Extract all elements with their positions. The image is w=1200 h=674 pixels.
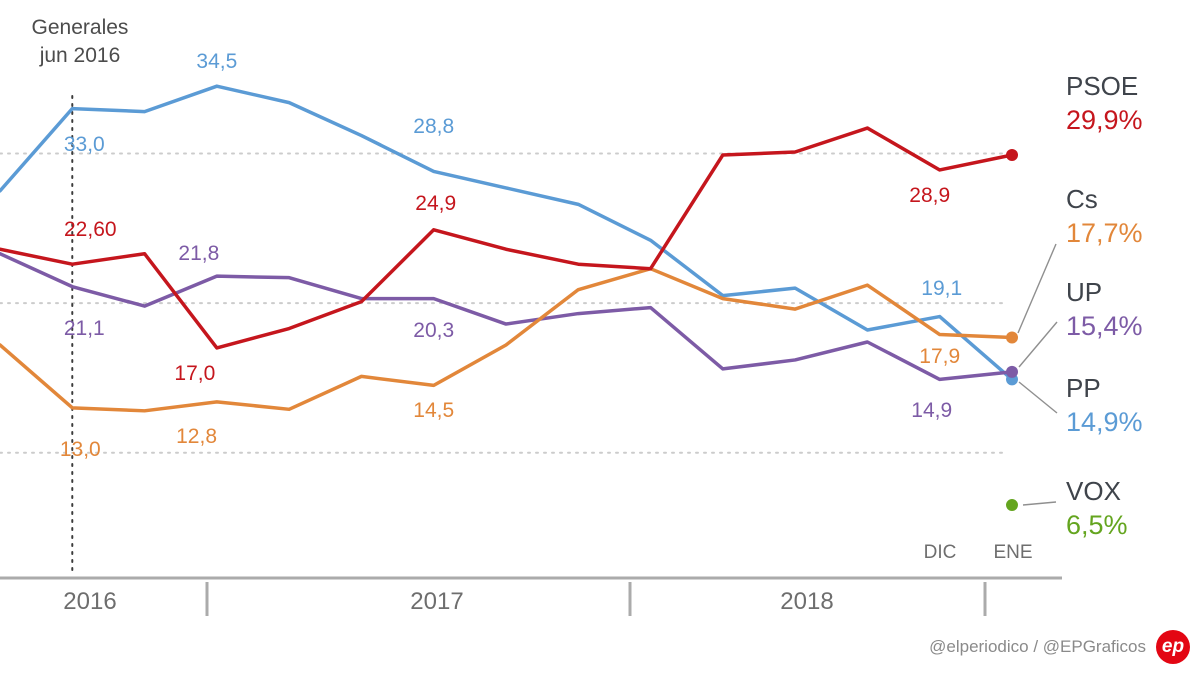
legend-item-vox: VOX 6,5% <box>1066 475 1128 542</box>
legend-party-name: VOX <box>1066 476 1121 506</box>
ep-logo-text: ep <box>1161 636 1185 657</box>
annotation-line2: jun 2016 <box>39 44 121 67</box>
annotation-line1: Generales <box>31 16 129 39</box>
legend-item-up: UP 15,4% <box>1066 276 1143 343</box>
series-end-dot-Cs <box>1005 331 1018 344</box>
legend-party-value: 17,7% <box>1066 218 1143 248</box>
series-line-PP <box>0 84 1014 382</box>
credit-text: @elperiodico / @EPGraficos <box>929 637 1146 656</box>
series-end-dot-VOX <box>1005 499 1018 512</box>
legend-item-psoe: PSOE 29,9% <box>1066 70 1143 137</box>
series-end-dot-PSOE <box>1005 148 1018 161</box>
legend-party-name: Cs <box>1066 184 1098 214</box>
legend-leader-line-3 <box>1022 501 1057 506</box>
legend-party-value: 15,4% <box>1066 311 1143 341</box>
legend-leader-line-2 <box>1018 381 1058 414</box>
x-axis-month-ene: ENE <box>993 542 1033 563</box>
series-line-UP <box>0 251 1014 382</box>
legend-party-value: 29,9% <box>1066 105 1143 135</box>
series-end-dot-UP <box>1005 365 1018 378</box>
x-axis-month-dic: DIC <box>923 542 957 563</box>
legend-leader-line-0 <box>1017 243 1057 334</box>
legend-leader-line-1 <box>1018 321 1058 368</box>
legend-item-pp: PP 14,9% <box>1066 372 1143 439</box>
x-axis-year-2017: 2017 <box>410 588 464 615</box>
legend-party-value: 6,5% <box>1066 510 1128 540</box>
legend-party-name: PP <box>1066 373 1101 403</box>
x-axis-year-2018: 2018 <box>780 588 834 615</box>
legend-party-name: UP <box>1066 277 1103 307</box>
series-line-PSOE <box>0 126 1014 350</box>
legend-party-name: PSOE <box>1066 71 1139 101</box>
footer: @elperiodico / @EPGraficos ep <box>860 630 1190 664</box>
legend-item-cs: Cs 17,7% <box>1066 183 1143 250</box>
ep-logo: ep <box>1156 630 1190 664</box>
legend-party-value: 14,9% <box>1066 407 1143 437</box>
x-axis-year-2016: 2016 <box>63 588 117 615</box>
series-line-Cs <box>0 266 1014 413</box>
annotation-generales: Generales jun 2016 <box>5 14 155 70</box>
